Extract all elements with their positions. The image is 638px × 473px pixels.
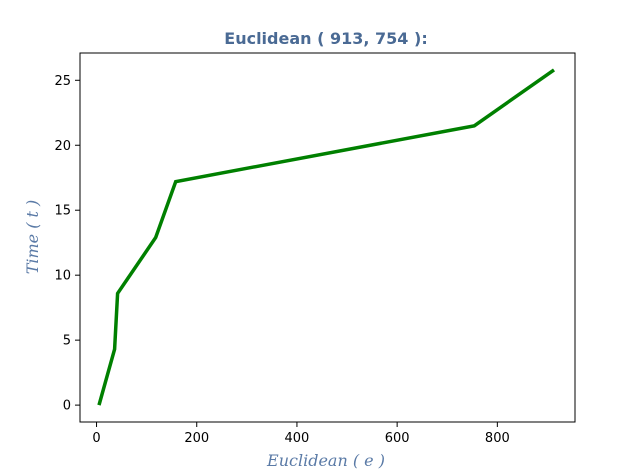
chart-title: Euclidean ( 913, 754 ): [224,29,427,48]
y-tick-label: 20 [54,139,71,154]
y-tick-label: 5 [63,334,71,349]
y-tick-label: 25 [54,74,71,89]
y-axis-label: Time ( t ) [23,200,42,275]
y-axis-ticks: 0 5 10 15 20 25 [54,74,80,414]
x-axis-label: Euclidean ( e ) [266,451,385,470]
y-tick-label: 0 [63,399,71,414]
x-tick-label: 0 [92,431,100,446]
x-tick-label: 400 [285,431,310,446]
plot-frame [79,52,576,423]
plot-series [97,68,556,406]
x-axis-ticks: 0 200 400 600 800 [92,422,510,446]
x-tick-label: 600 [385,431,410,446]
x-tick-label: 200 [184,431,209,446]
x-tick-label: 800 [485,431,510,446]
y-tick-label: 10 [54,269,71,284]
y-tick-label: 15 [54,204,71,219]
series-line [97,68,556,406]
